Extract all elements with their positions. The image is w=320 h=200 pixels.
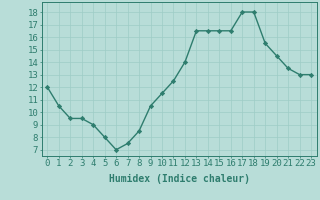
X-axis label: Humidex (Indice chaleur): Humidex (Indice chaleur) xyxy=(109,174,250,184)
